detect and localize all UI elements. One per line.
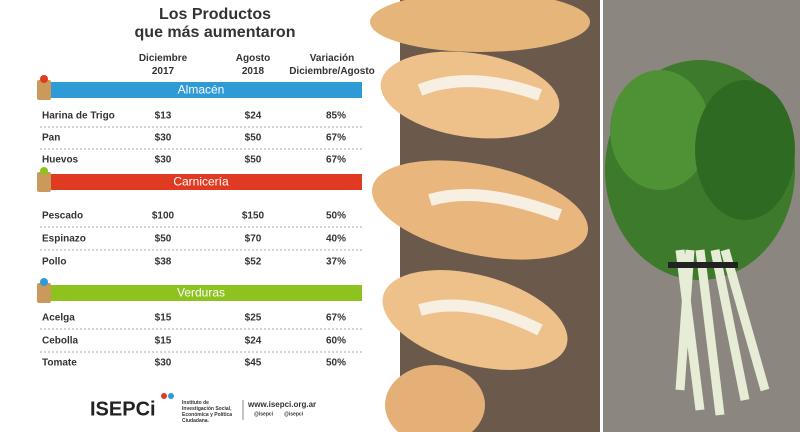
bag-icon xyxy=(37,80,51,100)
product-name: Tomate xyxy=(42,358,77,369)
cell-value: 50% xyxy=(326,358,346,369)
cell-value: $15 xyxy=(155,336,172,347)
cell-value: $30 xyxy=(155,155,172,166)
bag-icon xyxy=(37,283,51,303)
column-header-line: Diciembre xyxy=(139,53,188,64)
section-name: Carnicería xyxy=(173,175,229,189)
bag-icon xyxy=(37,172,51,192)
product-name: Acelga xyxy=(42,313,75,324)
section-name: Verduras xyxy=(177,286,225,300)
cell-value: $25 xyxy=(245,313,262,324)
cell-value: 67% xyxy=(326,133,346,144)
cell-value: 85% xyxy=(326,111,346,122)
product-name: Huevos xyxy=(42,155,79,166)
produce-icon xyxy=(40,167,48,175)
section-name: Almacén xyxy=(178,83,225,97)
cell-value: $150 xyxy=(242,211,265,222)
logo-dot xyxy=(168,393,174,399)
logo-dot xyxy=(161,393,167,399)
divider xyxy=(600,0,603,432)
product-name: Pollo xyxy=(42,257,66,268)
column-header-line: Agosto xyxy=(236,53,270,64)
title: que más aumentaron xyxy=(135,24,296,41)
cell-value: 50% xyxy=(326,211,346,222)
produce-icon xyxy=(40,75,48,83)
section-bar xyxy=(40,82,362,98)
product-name: Espinazo xyxy=(42,234,86,245)
cell-value: $24 xyxy=(245,336,262,347)
cell-value: $38 xyxy=(155,257,172,268)
column-header: Variación Diciembre/Agosto xyxy=(289,53,375,77)
cell-value: $13 xyxy=(155,111,172,122)
institute: Instituto de Investigación Social, Econó… xyxy=(182,400,233,424)
cell-value: 40% xyxy=(326,234,346,245)
cell-value: $100 xyxy=(152,211,175,222)
column-header: Diciembre 2017 xyxy=(139,53,188,77)
cell-value: $15 xyxy=(155,313,172,324)
cell-value: $45 xyxy=(245,358,262,369)
produce-icon xyxy=(40,278,48,286)
cell-value: $30 xyxy=(155,133,172,144)
social: @isepci xyxy=(254,411,274,417)
cell-value: 67% xyxy=(326,313,346,324)
chard-photo xyxy=(603,0,800,432)
cell-value: $50 xyxy=(155,234,172,245)
product-name: Pescado xyxy=(42,211,83,222)
column-header-line: Variación xyxy=(310,53,354,64)
product-name: Pan xyxy=(42,133,60,144)
cell-value: $50 xyxy=(245,155,262,166)
social: @isepci xyxy=(284,411,304,417)
column-header-line: 2018 xyxy=(242,66,265,77)
cell-value: 60% xyxy=(326,336,346,347)
institute-text: Instituto de Investigación Social, Econó… xyxy=(182,400,233,424)
panel xyxy=(0,0,400,432)
cell-value: $70 xyxy=(245,234,262,245)
column-header: Agosto 2018 xyxy=(236,53,270,77)
cell-value: $52 xyxy=(245,257,262,268)
cell-value: 67% xyxy=(326,155,346,166)
column-header-line: Diciembre/Agosto xyxy=(289,66,375,77)
logo: ISEPCi xyxy=(90,398,156,420)
bread-photo xyxy=(370,0,600,432)
product-name: Cebolla xyxy=(42,336,79,347)
website: www.isepci.org.ar xyxy=(247,400,316,409)
product-name: Harina de Trigo xyxy=(42,111,115,122)
cell-value: $24 xyxy=(245,111,262,122)
cell-value: $50 xyxy=(245,133,262,144)
column-header-line: 2017 xyxy=(152,66,175,77)
section-bar xyxy=(40,285,362,301)
section-bar xyxy=(40,174,362,190)
title: Los Productos xyxy=(159,6,271,23)
cell-value: $30 xyxy=(155,358,172,369)
cell-value: 37% xyxy=(326,257,346,268)
